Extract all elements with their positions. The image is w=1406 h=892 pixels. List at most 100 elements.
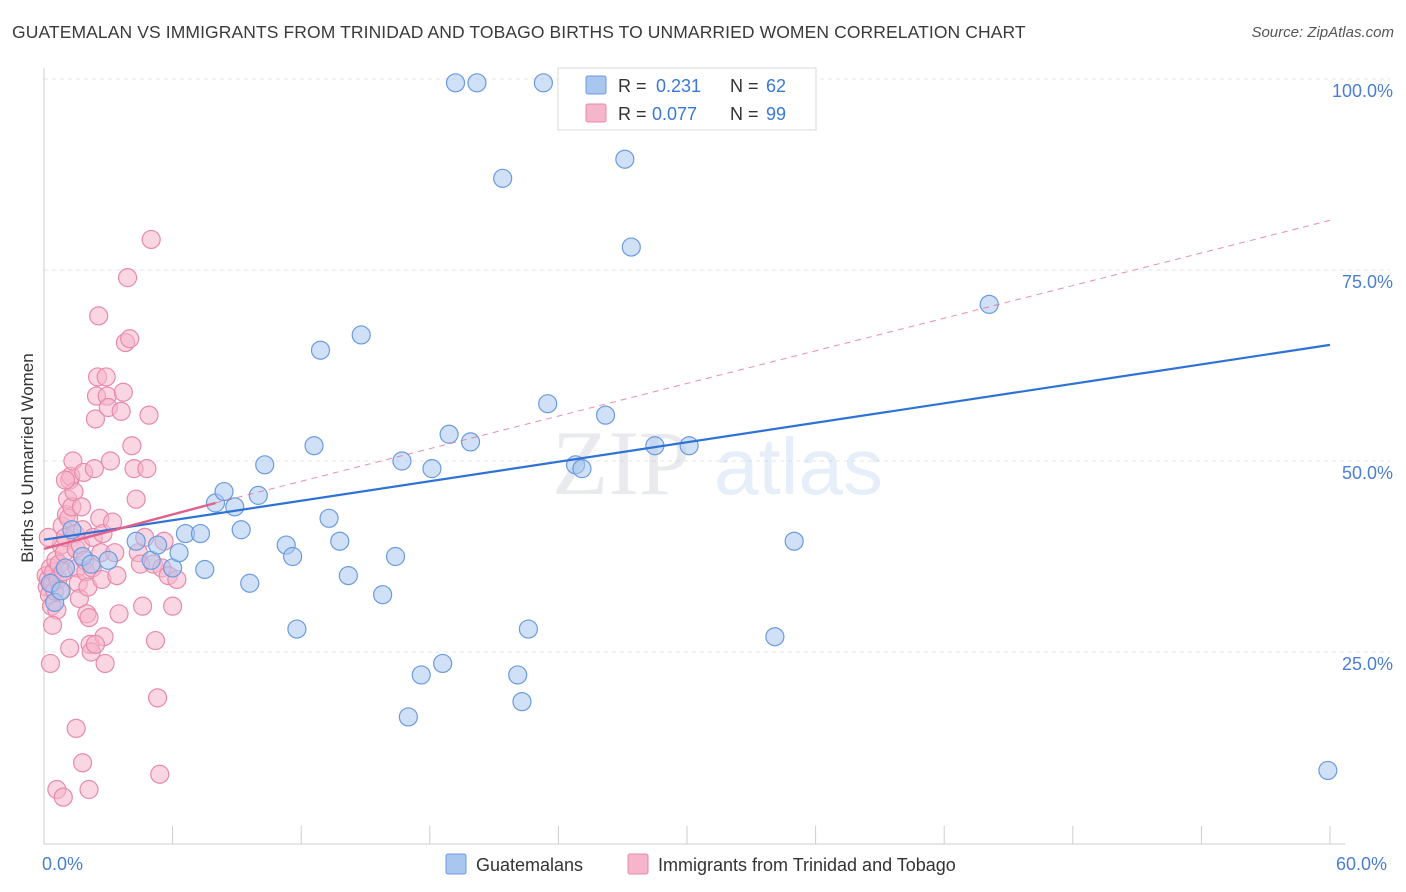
blue-point-37 <box>422 459 442 479</box>
pink-point-88 <box>40 653 61 674</box>
bottom-legend: Guatemalans Immigrants from Trinidad and… <box>445 853 956 875</box>
pink-point-92 <box>66 718 86 739</box>
pink-point-82 <box>150 764 170 784</box>
blue-point-7 <box>98 550 118 570</box>
watermark: ZIP atlas <box>552 412 883 514</box>
blue-point-57 <box>765 627 785 647</box>
pink-point-71 <box>126 489 146 509</box>
trend-lines <box>43 219 1331 551</box>
pink-point-94 <box>79 779 99 800</box>
blue-point-24 <box>283 546 303 567</box>
x-tick-max: 60.0% <box>1336 854 1387 874</box>
blue-point-34 <box>392 451 412 471</box>
bottom-legend-label-blue: Guatemalans <box>476 855 583 875</box>
blue-point-15 <box>190 523 211 544</box>
pink-point-80 <box>145 630 166 651</box>
blue-series <box>40 73 1338 781</box>
pink-point-65 <box>113 382 133 402</box>
blue-point-51 <box>595 405 616 425</box>
pink-series <box>36 229 187 807</box>
pink-point-67 <box>117 268 138 288</box>
blue-point-35 <box>398 707 418 727</box>
legend-n-value-2: 99 <box>766 104 786 124</box>
axes <box>43 68 1345 845</box>
source-label: Source: ZipAtlas.com <box>1251 24 1394 41</box>
legend-r-value-2: 0.077 <box>652 104 697 124</box>
blue-point-27 <box>310 340 331 360</box>
blue-point-14 <box>195 559 215 580</box>
pink-point-62 <box>107 565 127 586</box>
pink-point-74 <box>132 596 153 616</box>
y-tick-label-1: 50.0% <box>1342 463 1393 483</box>
blue-point-32 <box>373 585 393 605</box>
pink-point-40 <box>79 608 99 628</box>
blue-point-48 <box>538 394 558 414</box>
blue-trend-line <box>43 343 1331 541</box>
pink-point-90 <box>53 787 73 807</box>
blue-point-10 <box>147 535 168 555</box>
pink-point-68 <box>120 329 140 349</box>
blue-point-43 <box>493 168 513 188</box>
bottom-legend-label-pink: Immigrants from Trinidad and Tobago <box>658 855 956 875</box>
blue-point-8 <box>126 531 146 551</box>
pink-point-33 <box>71 497 92 517</box>
pink-point-98 <box>55 470 76 490</box>
blue-point-33 <box>385 546 406 567</box>
pink-point-78 <box>141 229 161 250</box>
legend-swatch-pink <box>585 103 607 123</box>
pink-point-86 <box>163 596 183 616</box>
pink-point-95 <box>85 634 106 654</box>
blue-point-18 <box>225 497 245 517</box>
blue-point-29 <box>330 531 350 551</box>
blue-point-3 <box>55 558 76 578</box>
chart-title: GUATEMALAN VS IMMIGRANTS FROM TRINIDAD A… <box>12 22 1026 42</box>
blue-point-30 <box>338 565 358 586</box>
pink-trend-line <box>43 501 216 551</box>
legend-r-label-1: R = <box>618 76 647 96</box>
y-axis-title: Births to Unmarried Women <box>18 353 37 562</box>
pink-point-46 <box>85 409 106 429</box>
blue-point-28 <box>319 508 339 528</box>
blue-point-38 <box>433 653 453 674</box>
blue-point-31 <box>351 325 371 345</box>
watermark-atlas: atlas <box>714 422 883 511</box>
blue-point-20 <box>240 573 260 593</box>
pink-point-97 <box>42 615 63 635</box>
pink-point-56 <box>96 367 116 387</box>
legend-n-value-1: 62 <box>766 76 786 96</box>
bottom-legend-swatch-pink <box>627 853 649 875</box>
blue-point-2 <box>51 581 71 601</box>
blue-point-53 <box>621 237 641 257</box>
blue-point-47 <box>533 73 553 93</box>
blue-point-40 <box>445 73 466 93</box>
blue-point-21 <box>248 485 268 505</box>
blue-point-39 <box>439 424 459 444</box>
pink-point-64 <box>111 401 131 421</box>
x-tick-min: 0.0% <box>42 854 83 874</box>
legend-swatch-blue <box>585 75 607 95</box>
blue-point-59 <box>979 294 999 314</box>
pink-point-93 <box>72 753 93 773</box>
blue-point-56 <box>679 436 699 456</box>
pink-point-49 <box>89 306 109 326</box>
blue-point-17 <box>214 481 234 502</box>
bottom-legend-swatch-blue <box>445 853 467 875</box>
blue-point-46 <box>518 619 538 639</box>
blue-point-52 <box>615 149 635 169</box>
blue-point-26 <box>304 436 324 456</box>
legend-n-label-1: N = <box>730 76 759 96</box>
blue-point-19 <box>231 520 251 540</box>
pink-point-76 <box>137 459 157 479</box>
blue-point-36 <box>411 665 431 685</box>
blue-point-6 <box>81 554 101 574</box>
legend-r-value-1: 0.231 <box>656 76 701 96</box>
pink-point-91 <box>60 638 80 658</box>
y-tick-label-0: 25.0% <box>1342 654 1393 674</box>
pink-point-55 <box>95 653 115 674</box>
blue-point-25 <box>287 619 307 639</box>
blue-point-41 <box>460 432 481 452</box>
y-tick-label-2: 75.0% <box>1342 272 1393 292</box>
pink-point-45 <box>84 459 104 479</box>
blue-point-22 <box>255 455 275 475</box>
